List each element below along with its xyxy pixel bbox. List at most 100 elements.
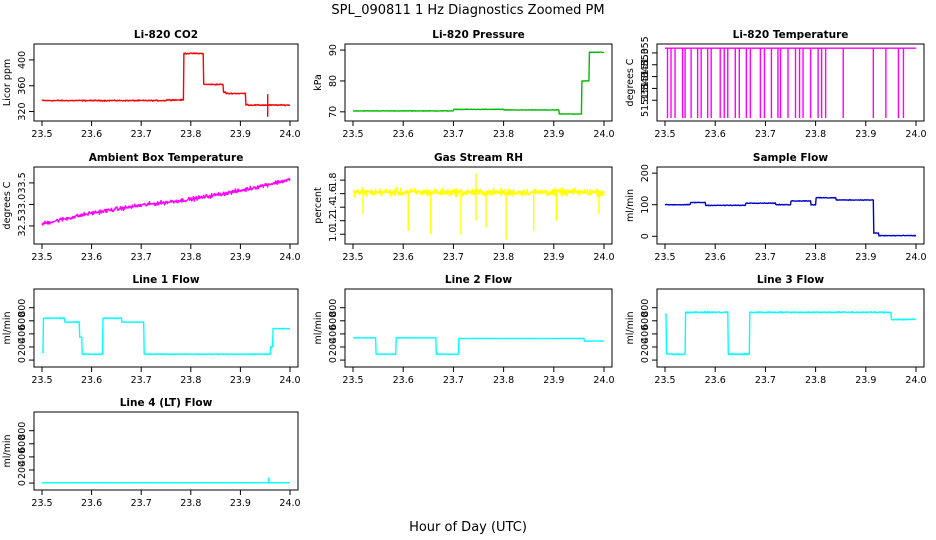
x-tick-label: 23.6: [81, 252, 102, 263]
x-tick-label: 24.0: [593, 375, 614, 386]
x-tick-label: 23.8: [493, 252, 514, 263]
series-line: [352, 51, 605, 115]
y-tick-label: 400: [17, 51, 28, 69]
y-tick-label: 200: [17, 461, 28, 479]
y-tick-label: 70: [328, 106, 339, 118]
plot-area: [665, 47, 916, 118]
panel-sample: Sample Flow ml/min 23.5 23.6 23.7 23.8 23.9 24.…: [625, 152, 927, 263]
y-tick-label: 320: [17, 102, 28, 120]
panel-title: Line 1 Flow: [132, 274, 199, 286]
y-tick-label: 800: [640, 299, 651, 317]
y-tick-label: 0: [328, 357, 339, 363]
panel-title: Li-820 Pressure: [432, 29, 525, 41]
x-tick-label: 23.9: [230, 375, 251, 386]
series-line: [352, 336, 605, 356]
y-tick-label: 51.335: [640, 84, 651, 117]
y-axis-label: degrees C: [625, 58, 636, 106]
y-axis-label: degrees C: [2, 181, 13, 229]
x-tick-label: 23.8: [493, 375, 514, 386]
y-axis-label: ml/min: [625, 311, 636, 344]
x-tick-label: 23.5: [654, 129, 675, 140]
panel-frame: [656, 43, 925, 122]
y-tick-label: 0: [640, 233, 651, 239]
x-tick-label: 24.0: [279, 129, 300, 140]
y-tick-label: 1.4: [328, 200, 339, 215]
x-tick-label: 23.8: [805, 375, 826, 386]
x-tick-label: 24.0: [905, 375, 926, 386]
x-tick-label: 23.8: [180, 375, 201, 386]
plot-area: [41, 317, 291, 356]
y-tick-label: 0: [17, 357, 28, 363]
x-tick-label: 24.0: [279, 252, 300, 263]
panel-frame: [344, 166, 613, 245]
y-tick-label: 200: [328, 338, 339, 356]
panel-frame: [33, 43, 299, 122]
y-tick-label: 51.340: [640, 72, 651, 105]
y-tick-label: 200: [640, 338, 651, 356]
x-tick-label: 23.5: [342, 375, 363, 386]
x-tick-label: 23.8: [180, 252, 201, 263]
x-tick-label: 23.5: [31, 252, 52, 263]
y-axis-label: kPa: [313, 74, 324, 91]
panel-title: Li-820 CO2: [134, 29, 198, 41]
x-tick-label: 23.9: [230, 252, 251, 263]
x-tick-label: 23.8: [180, 498, 201, 509]
x-tick-label: 23.7: [443, 375, 464, 386]
panel-title: Line 2 Flow: [445, 274, 512, 286]
x-tick-label: 23.9: [543, 375, 564, 386]
panel-title: Gas Stream RH: [434, 152, 523, 164]
y-tick-label: 600: [328, 312, 339, 330]
panel-frame: [344, 288, 613, 368]
x-tick-label: 23.7: [131, 252, 152, 263]
x-tick-label: 23.5: [31, 498, 52, 509]
panel-title: Line 3 Flow: [757, 274, 824, 286]
y-tick-label: 400: [328, 325, 339, 343]
panel-frame: [656, 166, 925, 245]
y-tick-label: 51.350: [640, 48, 651, 81]
x-tick-label: 23.6: [393, 375, 414, 386]
panel-temperature: Li-820 Temperature degrees C 23.5 23.6 23.7 2…: [625, 29, 927, 140]
x-tick-label: 23.7: [443, 129, 464, 140]
y-tick-label: 0: [17, 480, 28, 486]
y-tick-label: 600: [17, 435, 28, 453]
plot-area: [41, 477, 291, 484]
x-tick-label: 23.5: [654, 252, 675, 263]
series-line: [41, 177, 291, 226]
y-tick-label: 360: [17, 77, 28, 95]
x-tick-label: 23.6: [81, 375, 102, 386]
x-tick-label: 24.0: [279, 498, 300, 509]
y-tick-label: 90: [328, 44, 339, 56]
x-tick-label: 23.6: [81, 498, 102, 509]
y-tick-label: 600: [17, 312, 28, 330]
y-tick-label: 51.355: [640, 36, 651, 69]
figure-xlabel: Hour of Day (UTC): [409, 520, 527, 535]
x-tick-label: 23.9: [543, 252, 564, 263]
x-tick-label: 24.0: [905, 129, 926, 140]
y-tick-label: 800: [328, 299, 339, 317]
y-axis-label: Licor ppm: [2, 59, 13, 106]
x-tick-label: 23.9: [230, 129, 251, 140]
y-tick-label: 400: [17, 325, 28, 343]
panel-frame: [33, 288, 299, 368]
x-tick-label: 23.7: [131, 129, 152, 140]
y-tick-label: 200: [17, 338, 28, 356]
x-tick-label: 23.9: [855, 375, 876, 386]
x-tick-label: 23.7: [131, 375, 152, 386]
x-tick-label: 23.6: [705, 129, 726, 140]
series-line: [664, 310, 917, 356]
panel-title: Ambient Box Temperature: [89, 152, 244, 164]
x-tick-label: 23.7: [131, 498, 152, 509]
x-tick-label: 23.6: [81, 129, 102, 140]
x-tick-label: 24.0: [593, 252, 614, 263]
y-tick-label: 400: [17, 448, 28, 466]
x-tick-label: 23.8: [180, 129, 201, 140]
panel-frame: [344, 43, 613, 122]
panels: Li-820 CO2 Licor ppm 23.5 23.6 23.7 23.8 23.9 2…: [2, 29, 927, 509]
series-line: [41, 477, 291, 484]
x-tick-label: 23.5: [654, 375, 675, 386]
panel-title: Li-820 Temperature: [733, 29, 849, 41]
x-tick-label: 23.6: [393, 252, 414, 263]
x-tick-label: 23.9: [543, 129, 564, 140]
x-tick-label: 23.7: [755, 129, 776, 140]
